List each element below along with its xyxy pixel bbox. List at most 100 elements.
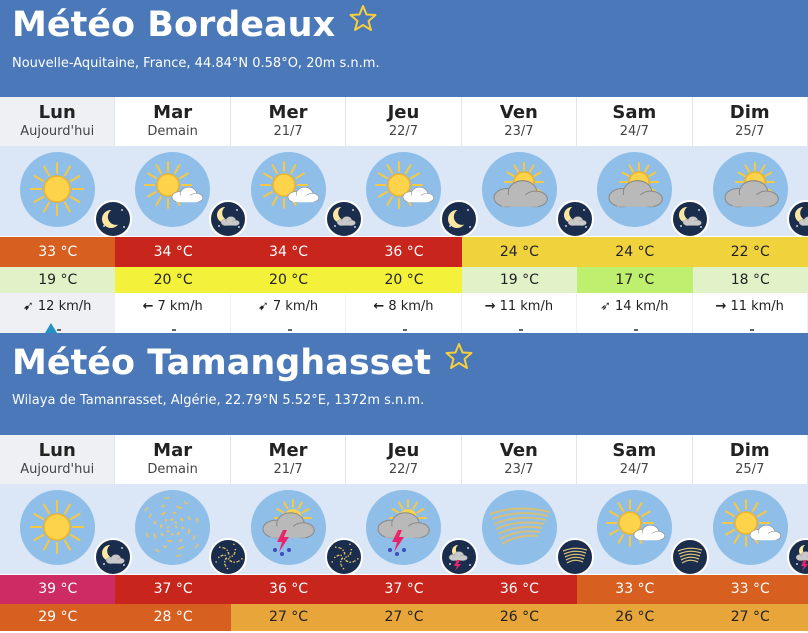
day-name: Jeu <box>387 440 420 461</box>
forecast-icon-cell[interactable] <box>693 146 808 238</box>
day-name: Ven <box>499 102 538 123</box>
forecast-icon-cell[interactable] <box>577 146 710 238</box>
day-tab[interactable]: Mer 21/7 <box>230 435 347 484</box>
min-temperature-row: 29 °C 28 °C 27 °C 27 °C 26 °C 26 °C 27 °C <box>0 604 808 631</box>
scale-tick <box>287 329 292 331</box>
day-name: Mar <box>153 102 193 123</box>
day-tab[interactable]: Jeu 22/7 <box>346 97 462 146</box>
day-tab[interactable]: Lun Aujourd'hui <box>0 435 116 484</box>
wind-direction-arrow-icon: ← <box>373 299 385 314</box>
min-temp: 27 °C <box>346 604 462 631</box>
min-temperature-row: 19 °C 20 °C 20 °C 20 °C 19 °C 17 °C 18 °C <box>0 267 808 294</box>
sun-small-cloud-icon <box>712 490 788 565</box>
thunderstorm-icon <box>366 490 442 565</box>
day-name: Sam <box>612 440 657 461</box>
scale-tick <box>634 329 639 331</box>
day-tab[interactable]: Mar Demain <box>115 435 231 484</box>
day-tab[interactable]: Mer 21/7 <box>230 97 347 146</box>
day-tab[interactable]: Jeu 22/7 <box>346 435 462 484</box>
min-temp: 20 °C <box>346 267 462 294</box>
day-date: 24/7 <box>619 124 649 139</box>
wind-speed: 7 km/h <box>157 299 203 314</box>
forecast-icon-cell[interactable] <box>577 484 710 576</box>
favorite-star-icon[interactable] <box>445 342 473 377</box>
scale-tick <box>518 329 523 331</box>
day-name: Dim <box>729 102 770 123</box>
forecast-icon-cell[interactable] <box>115 146 248 238</box>
wind-direction-arrow-icon: ← <box>142 299 154 314</box>
city-title: Météo Tamanghasset <box>12 342 473 381</box>
day-name: Lun <box>38 102 76 123</box>
day-tab[interactable]: Sam 24/7 <box>577 435 693 484</box>
max-temp: 24 °C <box>461 237 578 267</box>
sun-icon <box>20 490 95 565</box>
day-tab[interactable]: Sam 24/7 <box>577 97 693 146</box>
day-name: Mer <box>268 102 308 123</box>
city-location: Nouvelle-Aquitaine, France, 44.84°N 0.58… <box>12 56 380 71</box>
day-name: Jeu <box>387 102 420 123</box>
max-temp: 33 °C <box>577 575 693 604</box>
day-tab[interactable]: Ven 23/7 <box>461 97 578 146</box>
max-temp: 33 °C <box>692 575 808 604</box>
dust-wind-night-icon <box>671 538 710 576</box>
day-date: 22/7 <box>388 462 419 477</box>
forecast-icon-cell[interactable] <box>693 484 808 576</box>
scale-tick <box>172 329 177 331</box>
sun-cloud-icon <box>712 152 788 227</box>
day-tab[interactable]: Dim 25/7 <box>692 97 808 146</box>
moon-cloud-icon <box>555 200 594 238</box>
wind-speed: 8 km/h <box>388 299 434 314</box>
max-temp: 39 °C <box>0 575 116 604</box>
min-temp: 19 °C <box>0 267 116 294</box>
max-temp: 36 °C <box>461 575 578 604</box>
current-day-marker-icon <box>45 323 57 333</box>
forecast-icon-cell[interactable] <box>115 484 248 576</box>
wind-cell: → 11 km/h <box>462 293 578 333</box>
day-date: Aujourd'hui <box>20 462 95 477</box>
day-tab[interactable]: Dim 25/7 <box>692 435 808 484</box>
scale-tick <box>57 329 61 331</box>
forecast-icon-cell[interactable] <box>462 484 594 576</box>
city-title: Météo Bordeaux <box>12 4 377 43</box>
haze-night-icon <box>209 538 248 576</box>
forecast-icon-cell[interactable] <box>231 146 363 238</box>
day-tab[interactable]: Ven 23/7 <box>461 435 578 484</box>
day-date: 25/7 <box>735 124 765 139</box>
forecast-icon-cell[interactable] <box>346 146 479 238</box>
min-temp: 20 °C <box>230 267 347 294</box>
wind-cell: ➶ 14 km/h <box>577 293 693 333</box>
forecast-icon-cell[interactable] <box>0 146 132 238</box>
day-date: Demain <box>147 462 198 477</box>
day-tab[interactable]: Mar Demain <box>115 97 231 146</box>
city-header: Météo Tamanghasset Wilaya de Tamanrasset… <box>0 333 808 435</box>
day-tab[interactable]: Lun Aujourd'hui <box>0 97 116 146</box>
sun-small-cloud-icon <box>250 152 326 227</box>
max-temp: 36 °C <box>346 237 462 267</box>
day-name: Ven <box>499 440 538 461</box>
haze-night-icon <box>324 538 363 576</box>
forecast-icon-cell[interactable] <box>0 484 132 576</box>
max-temp: 34 °C <box>230 237 347 267</box>
day-date: 24/7 <box>619 462 649 477</box>
dust-wind-night-icon <box>555 538 594 576</box>
wind-speed: 7 km/h <box>272 299 319 314</box>
max-temperature-row: 39 °C 37 °C 36 °C 37 °C 36 °C 33 °C 33 °C <box>0 575 808 604</box>
wind-speed: 14 km/h <box>615 299 669 314</box>
wind-speed: 11 km/h <box>499 299 554 314</box>
forecast-icon-cell[interactable] <box>231 484 363 576</box>
sun-cloud-icon <box>597 152 673 227</box>
dust-wind-icon <box>481 490 557 565</box>
sun-small-cloud-icon <box>597 490 673 565</box>
max-temp: 36 °C <box>230 575 347 604</box>
wind-cell: ← 8 km/h <box>346 293 462 333</box>
day-date: 21/7 <box>273 462 303 477</box>
sun-small-cloud-icon <box>366 152 442 227</box>
day-name: Sam <box>612 102 657 123</box>
sun-icon <box>20 152 95 227</box>
scale-tick <box>403 329 408 331</box>
favorite-star-icon[interactable] <box>349 4 377 39</box>
forecast-icon-cell[interactable] <box>462 146 594 238</box>
forecast-icon-cell[interactable] <box>346 484 479 576</box>
min-temp: 17 °C <box>577 267 693 294</box>
day-date: 25/7 <box>735 462 765 477</box>
